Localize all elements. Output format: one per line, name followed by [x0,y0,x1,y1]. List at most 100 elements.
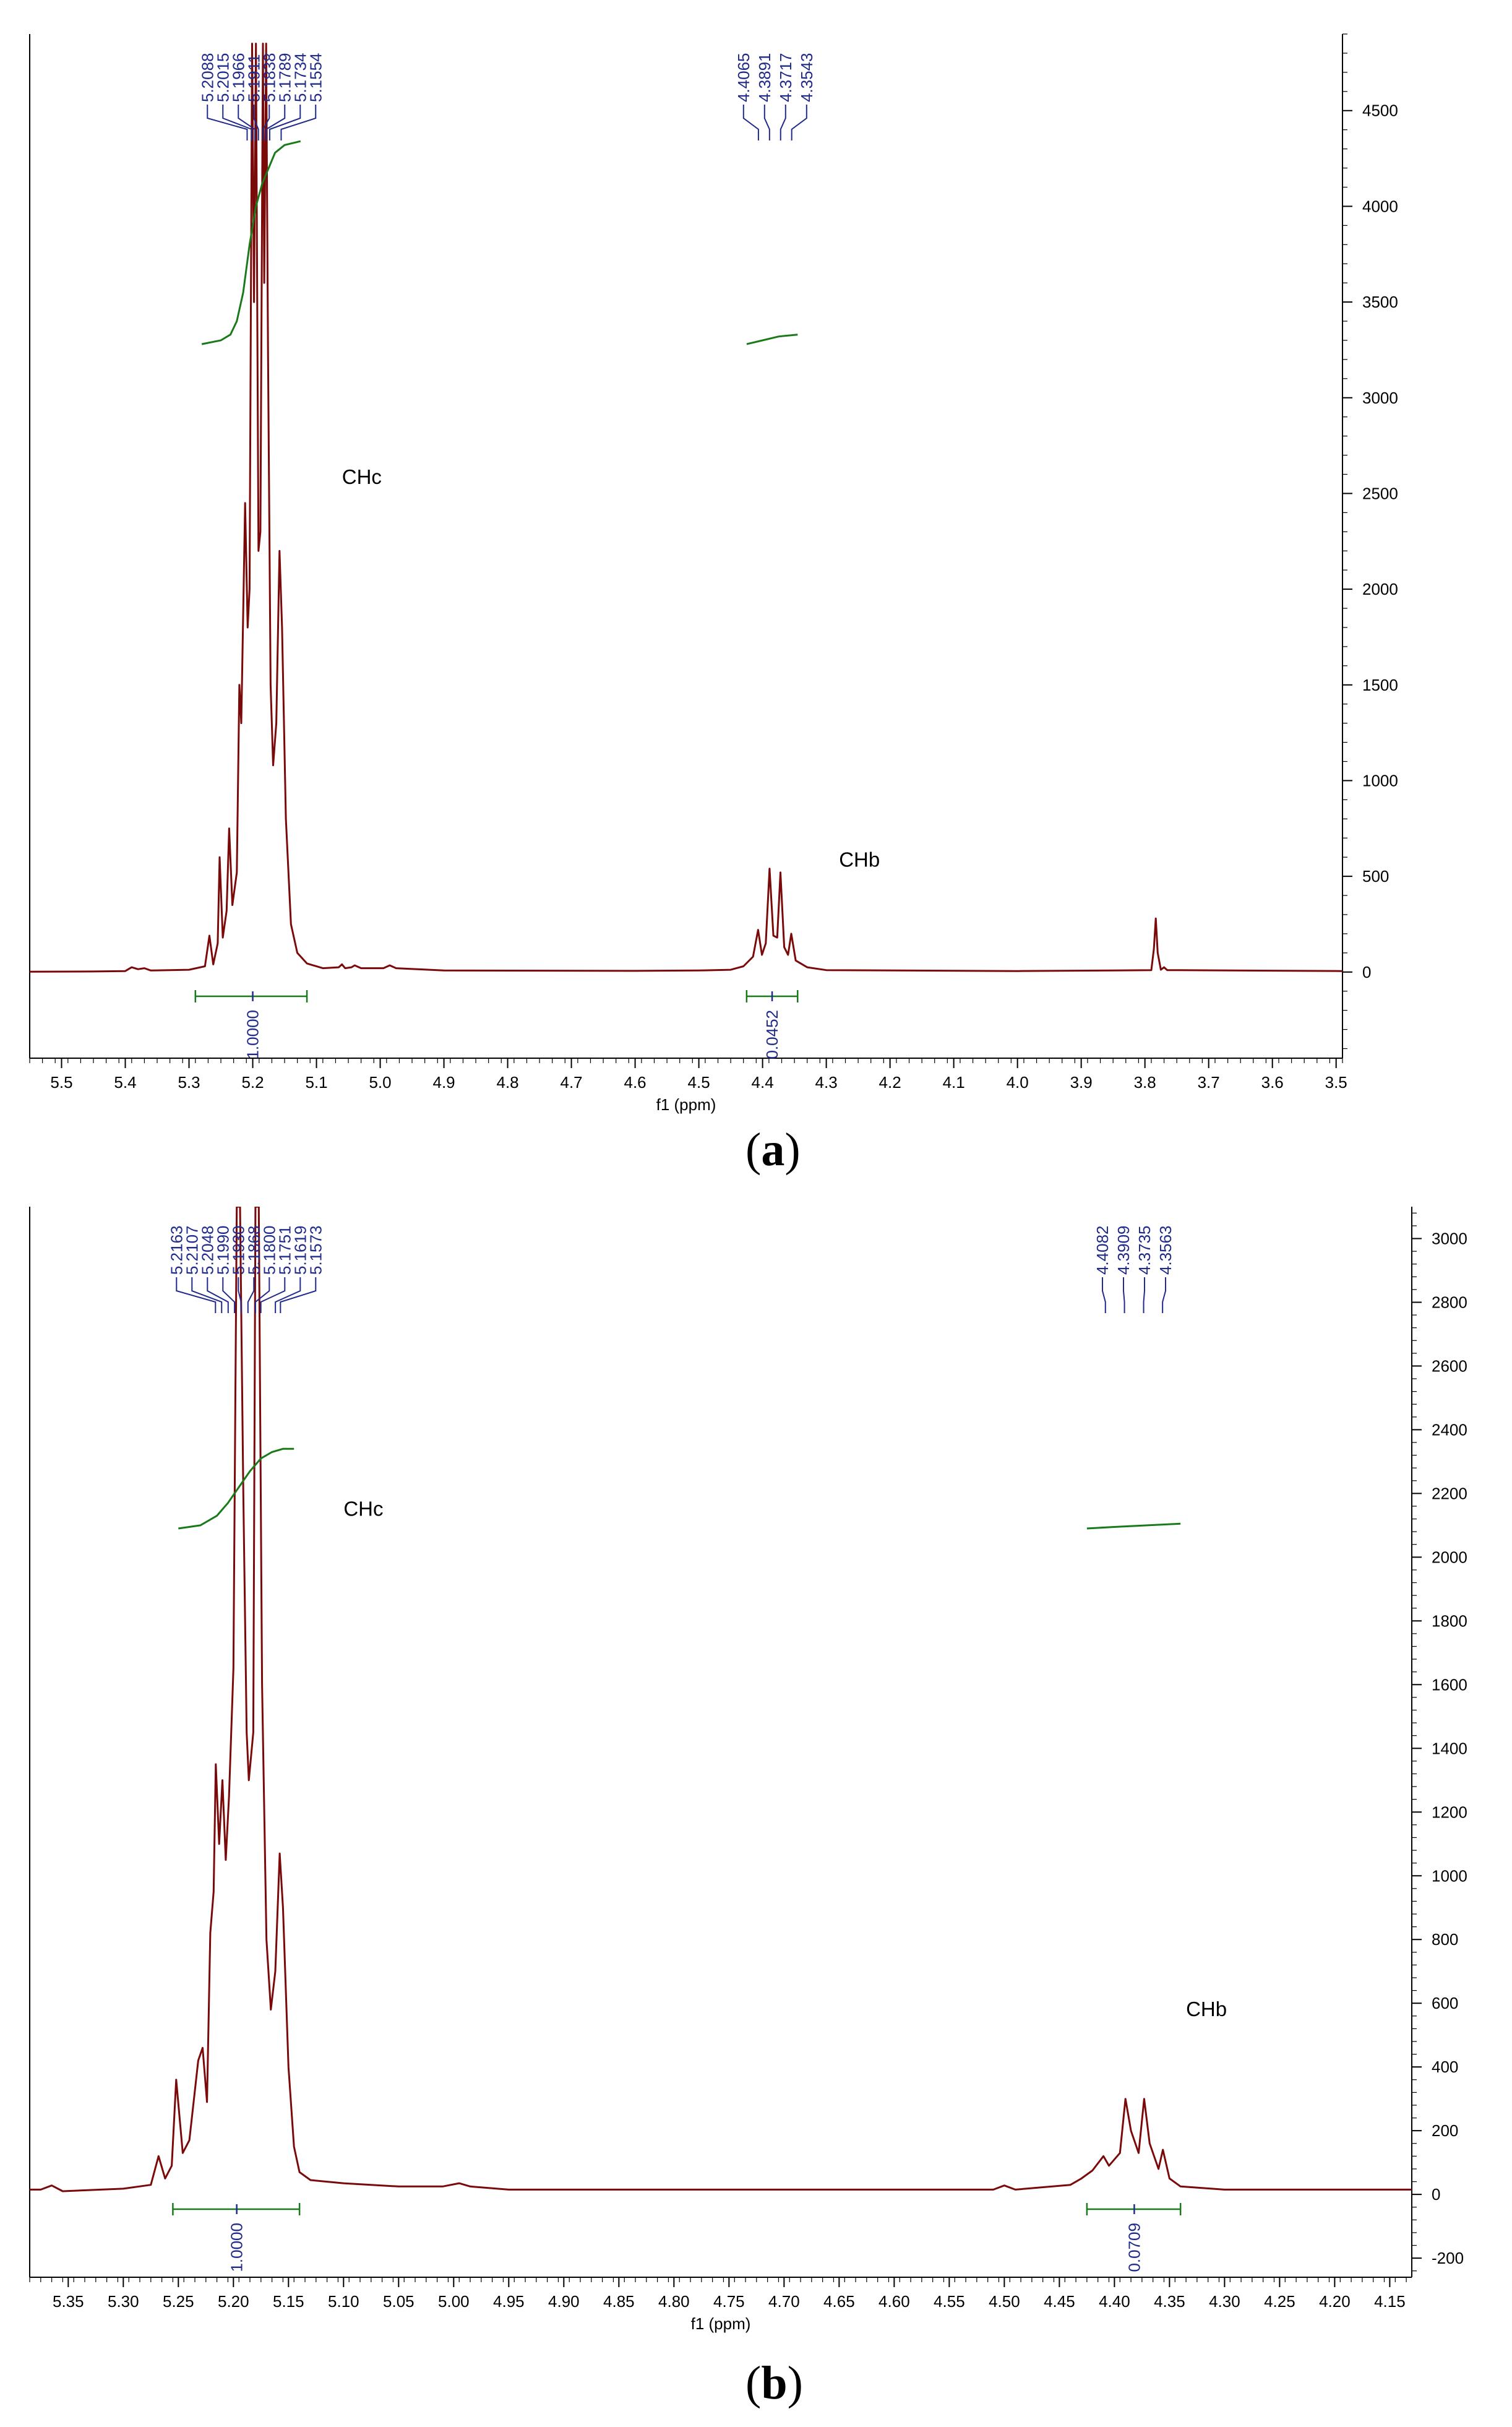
peak-labels-chc: 5.20885.20155.19665.19115.18385.17895.17… [198,53,325,140]
peak-leader [176,1277,217,1313]
x-tick-label: 4.8 [496,1073,518,1092]
x-tick-label: 5.3 [178,1073,200,1092]
peak-label: 4.3543 [797,53,816,102]
nmr-chart-b: 5.35 5.30 5.25 5.20 5.15 5.10 5.05 5.00 4.95 4.90… [29,1207,1467,2333]
peak-labels-chc: 5.21635.21075.20485.19905.19305.18685.18… [167,1225,325,1313]
x-tick-label: 4.9 [432,1073,455,1092]
x-tick-label: 5.30 [108,2292,139,2311]
peak-label: 4.4065 [734,53,753,102]
x-tick-label: 4.7 [561,1073,583,1092]
x-axis-label: f1 (ppm) [656,1095,716,1114]
peak-label: 4.4082 [1093,1225,1112,1275]
y-tick-label: 2200 [1432,1484,1467,1502]
peak-leader [791,105,807,140]
peak-label: 5.2048 [198,1225,217,1275]
x-tick-label: 3.5 [1325,1073,1347,1092]
x-tick-label: 4.0 [1007,1073,1029,1092]
peak-label: 4.3891 [755,53,774,102]
y-tick-label: 1600 [1432,1675,1467,1694]
x-tick-label: 4.6 [624,1073,646,1092]
x-tick-label: 5.15 [273,2292,304,2311]
peak-label: 4.3909 [1114,1225,1133,1275]
x-tick-label: 5.10 [328,2292,359,2311]
peak-leader [191,1277,223,1313]
y-tick-label: 2000 [1362,580,1398,598]
x-tick-label: 4.55 [934,2292,965,2311]
peak-leader [1143,1277,1146,1313]
y-tick-label: 800 [1432,1930,1458,1949]
peak-label: 5.1930 [229,1225,247,1275]
peak-labels-chb: 4.4082 4.3909 4.3735 4.3563 [1093,1225,1175,1313]
x-ticks: 5.5 5.4 5.3 5.2 5.1 5.0 4.9 4.8 4.7 4.6 4.5 4.4 4.3 4… [29,1058,1347,1092]
x-tick-label: 4.65 [823,2292,855,2311]
peak-leader [1123,1277,1125,1313]
y-tick-label: 2500 [1362,484,1398,502]
peak-leader [265,105,286,140]
peak-leader [780,105,786,140]
peak-leader [268,105,301,140]
peak-label: 5.1990 [213,1225,232,1275]
peak-leader [763,105,770,140]
peak-leader [222,1277,236,1313]
x-tick-label: 4.30 [1209,2292,1240,2311]
x-tick-label: 5.05 [383,2292,415,2311]
x-tick-label: 4.85 [603,2292,635,2311]
y-ticks: -200 0 200 400 600 800 1000 1200 1400 1600 1800 200… [1412,1212,1467,2272]
y-tick-label: 600 [1432,1994,1458,2012]
peak-label: 4.3735 [1135,1225,1154,1275]
y-tick-label: 3500 [1362,293,1398,311]
peak-label: 5.2163 [167,1225,186,1275]
x-tick-label: 5.0 [369,1073,391,1092]
x-tick-label: 4.90 [548,2292,580,2311]
x-tick-label: 4.40 [1099,2292,1130,2311]
panel-label-b: (b) [745,2357,803,2409]
y-tick-label: 4500 [1362,101,1398,120]
peak-label: 5.1734 [291,53,309,102]
x-tick-label: 4.45 [1044,2292,1075,2311]
peak-label: 5.2015 [213,53,232,102]
x-tick-label: 4.95 [493,2292,525,2311]
peak-label: 5.1573 [306,1225,325,1275]
annotation-chb: CHb [1186,1998,1227,2020]
peak-label: 5.1751 [275,1225,294,1275]
peak-labels-chb: 4.4065 4.3891 4.3717 4.3543 [734,53,816,140]
peak-leader [207,105,248,140]
peak-leader [254,1277,270,1313]
peak-label: 5.2088 [198,53,217,102]
x-tick-label: 4.3 [815,1073,838,1092]
peak-leader [275,1277,301,1313]
y-ticks: 0 500 1000 1500 2000 2500 3000 3500 4000 4500 [1342,33,1398,1050]
x-tick-label: 3.6 [1261,1073,1284,1092]
x-tick-label: 5.00 [438,2292,470,2311]
x-tick-label: 5.25 [163,2292,194,2311]
spectrum-line [30,43,1342,973]
x-tick-label: 3.7 [1198,1073,1220,1092]
nmr-chart-a: 5.5 5.4 5.3 5.2 5.1 5.0 4.9 4.8 4.7 4.6 4.5 4.4 4.3 4… [29,33,1398,1114]
peak-label: 5.1789 [275,53,294,102]
x-tick-label: 4.60 [878,2292,910,2311]
annotation-chc: CHc [342,465,382,488]
y-tick-label: 1800 [1432,1611,1467,1630]
x-ticks: 5.35 5.30 5.25 5.20 5.15 5.10 5.05 5.00 4.95 4.90… [29,2277,1407,2311]
peak-leader [742,105,759,140]
peak-leader [280,105,317,140]
x-tick-label: 4.70 [768,2292,800,2311]
x-tick-label: 3.9 [1070,1073,1093,1092]
integral-curve [746,334,798,345]
y-tick-label: 3000 [1432,1229,1467,1248]
y-tick-label: 2000 [1432,1548,1467,1566]
y-tick-label: 500 [1362,867,1389,886]
y-tick-label: 2400 [1432,1420,1467,1439]
y-tick-label: 200 [1432,2121,1458,2140]
peak-label: 4.3717 [776,53,795,102]
peak-label: 5.1800 [260,1225,278,1275]
x-tick-label: 4.15 [1374,2292,1406,2311]
y-tick-label: 3000 [1362,389,1398,407]
peak-label: 5.1911 [244,54,263,102]
integral-value: 0.0709 [1125,2223,1143,2272]
y-tick-label: 2800 [1432,1293,1467,1311]
peak-leader [1102,1277,1106,1313]
integral-bracket: 0.0452 [745,990,799,1059]
y-tick-label: 0 [1432,2185,1440,2204]
integral-value: 0.0452 [763,1010,781,1059]
